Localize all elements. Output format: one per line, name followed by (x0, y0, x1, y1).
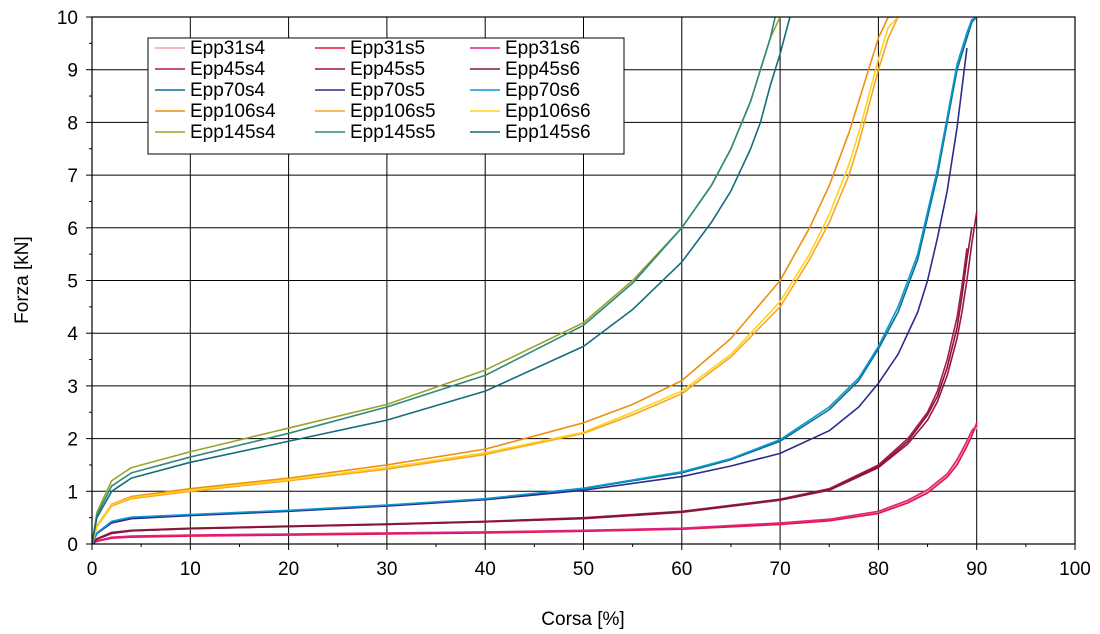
series-line-epp106s4 (92, 17, 894, 544)
legend-label: Epp106s6 (505, 101, 591, 122)
y-tick-label: 1 (67, 482, 78, 503)
x-tick-label: 40 (475, 559, 496, 580)
x-tick-label: 20 (278, 559, 299, 580)
legend-item-epp31s4: Epp31s4 (155, 38, 265, 59)
series-line-epp106s6 (92, 17, 899, 544)
legend-label: Epp70s5 (350, 80, 425, 101)
legend-item-epp70s4: Epp70s4 (155, 80, 265, 101)
legend-label: Epp145s6 (505, 122, 591, 143)
legend-item-epp70s6: Epp70s6 (470, 80, 580, 101)
y-tick-label: 2 (67, 430, 78, 451)
legend-label: Epp31s5 (350, 38, 425, 59)
series-line-epp31s5 (92, 421, 978, 544)
legend-label: Epp106s5 (350, 101, 436, 122)
series-line-epp145s5 (92, 17, 776, 544)
series-line-epp106s5 (92, 17, 899, 544)
legend-label: Epp45s6 (505, 59, 580, 80)
legend-label: Epp31s4 (190, 38, 265, 59)
x-tick-label: 50 (573, 559, 594, 580)
legend-item-epp45s5: Epp45s5 (315, 59, 425, 80)
legend-label: Epp45s5 (350, 59, 425, 80)
legend-label: Epp106s4 (190, 101, 276, 122)
y-tick-label: 0 (67, 535, 78, 556)
y-tick-label: 10 (57, 8, 78, 29)
legend-item-epp106s6: Epp106s6 (470, 101, 591, 122)
series-line-epp145s6 (92, 17, 791, 544)
x-tick-label: 70 (770, 559, 791, 580)
legend-item-epp145s4: Epp145s4 (155, 122, 276, 143)
y-tick-label: 7 (67, 166, 78, 187)
legend-label: Epp70s6 (505, 80, 580, 101)
x-tick-label: 60 (671, 559, 692, 580)
legend-item-epp31s5: Epp31s5 (315, 38, 425, 59)
legend-label: Epp145s5 (350, 122, 436, 143)
y-tick-label: 3 (67, 377, 78, 398)
legend-item-epp106s4: Epp106s4 (155, 101, 276, 122)
axes (86, 16, 1076, 550)
x-tick-label: 90 (966, 559, 987, 580)
y-axis-label: Forza [kN] (12, 236, 33, 324)
legend-item-epp45s6: Epp45s6 (470, 59, 580, 80)
y-tick-label: 8 (67, 113, 78, 134)
x-tick-label: 10 (180, 559, 201, 580)
y-tick-label: 4 (67, 324, 78, 345)
legend-item-epp31s6: Epp31s6 (470, 38, 580, 59)
legend-label: Epp70s4 (190, 80, 265, 101)
x-axis-label: Corsa [%] (541, 609, 624, 630)
legend-item-epp145s6: Epp145s6 (470, 122, 591, 143)
legend-box (147, 37, 625, 155)
series-line-epp45s6 (92, 227, 973, 544)
x-tick-label: 80 (868, 559, 889, 580)
y-tick-label: 5 (67, 272, 78, 293)
legend-label: Epp31s6 (505, 38, 580, 59)
legend-label: Epp145s4 (190, 122, 276, 143)
y-tick-label: 9 (67, 61, 78, 82)
tick-labels: 0 10 20 30 40 50 60 70 80 90 100 0 1 2 3 4 5 6 7 8 9 10 (57, 8, 1091, 580)
legend-item-epp106s5: Epp106s5 (315, 101, 436, 122)
series-line-epp31s6 (92, 424, 978, 544)
legend-item-epp145s5: Epp145s5 (315, 122, 436, 143)
y-tick-label: 6 (67, 219, 78, 240)
x-tick-label: 100 (1059, 559, 1091, 580)
series-group (92, 17, 978, 544)
series-line-epp70s5 (92, 47, 968, 544)
legend-item-epp45s4: Epp45s4 (155, 59, 265, 80)
x-tick-label: 0 (87, 559, 98, 580)
series-line-epp70s6 (92, 17, 978, 544)
legend: Epp31s4 Epp31s5 Epp31s6 Epp45s4 Epp45s5 Epp45… (147, 37, 625, 155)
x-tick-label: 30 (376, 559, 397, 580)
legend-item-epp70s5: Epp70s5 (315, 80, 425, 101)
legend-label: Epp45s4 (190, 59, 265, 80)
